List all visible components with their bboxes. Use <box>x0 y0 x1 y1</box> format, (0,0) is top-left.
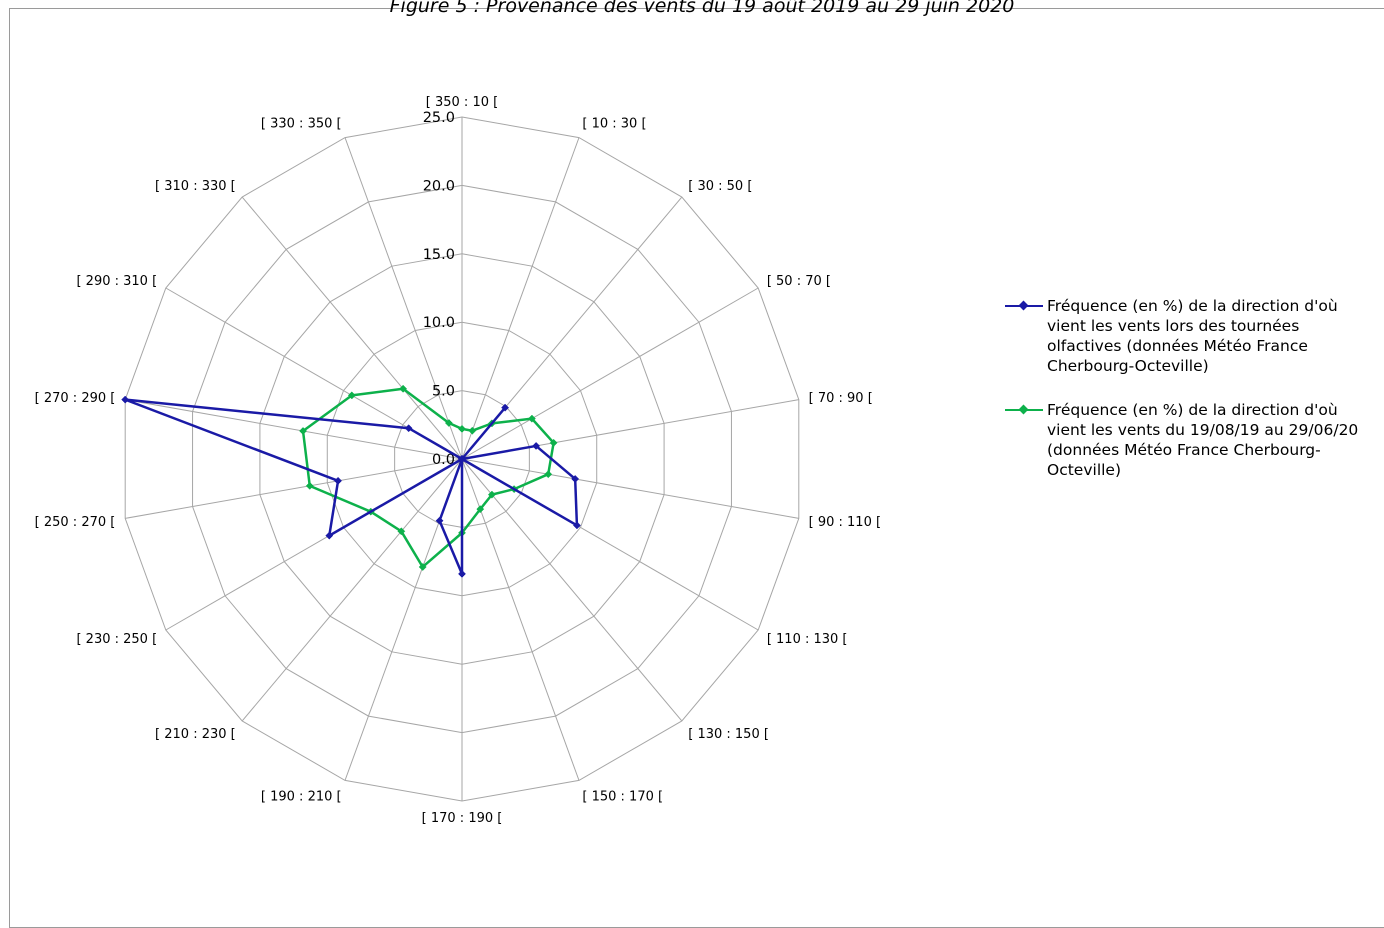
axis-label: [ 190 : 210 [ <box>261 789 342 804</box>
axis-label: [ 330 : 350 [ <box>261 117 342 132</box>
legend: Fréquence (en %) de la direction d'où vi… <box>1000 296 1370 504</box>
series-point <box>404 424 413 433</box>
grid-spoke <box>125 458 463 519</box>
axis-label: [ 290 : 310 [ <box>76 274 157 289</box>
series-point <box>325 531 334 540</box>
axis-label: [ 30 : 50 [ <box>688 179 752 194</box>
series-point <box>527 414 536 423</box>
series-point <box>305 481 314 490</box>
axis-label: [ 110 : 130 [ <box>767 632 848 647</box>
series-point <box>121 395 130 404</box>
axis-label: [ 50 : 70 [ <box>767 274 831 289</box>
axis-label: [ 350 : 10 [ <box>426 95 498 110</box>
series-point <box>501 403 510 412</box>
legend-marker-tournees <box>1018 300 1029 311</box>
grid-spoke <box>461 287 759 460</box>
series-point <box>458 424 466 433</box>
series-point <box>399 384 408 393</box>
axis-label: [ 310 : 330 [ <box>155 179 236 194</box>
axis-label: [ 170 : 190 [ <box>422 811 503 826</box>
tick-label: 10.0 <box>423 315 455 331</box>
grid-spoke <box>241 458 463 722</box>
series-point <box>458 455 466 463</box>
grid-spoke <box>241 196 463 460</box>
grid-spoke <box>461 458 799 519</box>
legend-item-tournees: Fréquence (en %) de la direction d'où vi… <box>1000 296 1370 376</box>
series-point <box>334 476 343 485</box>
chart-area: Figure 5 : Provenance des vents du 19 ao… <box>9 0 1384 928</box>
grid-spoke <box>344 137 463 460</box>
tick-label: 20.0 <box>423 178 455 194</box>
grid-spoke <box>461 137 580 460</box>
axis-label: [ 70 : 90 [ <box>809 391 873 406</box>
tick-label: 15.0 <box>423 247 455 263</box>
radar-chart: [ 350 : 10 [ [ 10 : 30 [ [ 30 : 50 [ [ 50 :… <box>35 95 881 826</box>
axis-label: [ 150 : 170 [ <box>582 789 663 804</box>
axis-label: [ 270 : 290 [ <box>35 391 116 406</box>
series-point <box>532 441 541 450</box>
legend-label-tournees: Fréquence (en %) de la direction d'où vi… <box>1047 297 1338 375</box>
axis-label: [ 130 : 150 [ <box>688 727 769 742</box>
series-point <box>397 527 406 536</box>
tick-label: 5.0 <box>432 384 455 400</box>
axis-label: [ 90 : 110 [ <box>809 515 881 530</box>
series-point <box>544 470 553 479</box>
chart-title: Figure 5 : Provenance des vents du 19 ao… <box>389 0 1015 17</box>
tick-label: 25.0 <box>423 110 455 126</box>
series-point <box>487 490 496 499</box>
series-point <box>418 563 427 571</box>
series-point <box>444 419 453 427</box>
legend-item-periode: Fréquence (en %) de la direction d'où vi… <box>1000 400 1370 480</box>
series-point <box>572 521 581 530</box>
axis-label: [ 250 : 270 [ <box>35 515 116 530</box>
series-point <box>435 516 444 525</box>
series-point <box>476 505 485 514</box>
axis-label: [ 10 : 30 [ <box>582 117 646 132</box>
series-point <box>458 569 466 578</box>
series-point <box>571 475 580 483</box>
series-point <box>468 426 477 435</box>
grid-spoke <box>125 399 463 460</box>
grid-spoke <box>461 458 683 722</box>
series-point <box>299 427 307 435</box>
axis-label: [ 210 : 230 [ <box>155 727 236 742</box>
tick-label: 0.0 <box>432 452 455 468</box>
series-point <box>549 438 558 447</box>
axis-label: [ 230 : 250 [ <box>76 632 157 647</box>
series-point <box>347 391 356 400</box>
grid-spoke <box>461 458 580 781</box>
legend-marker-periode <box>1018 404 1029 415</box>
legend-label-periode: Fréquence (en %) de la direction d'où vi… <box>1047 401 1359 479</box>
